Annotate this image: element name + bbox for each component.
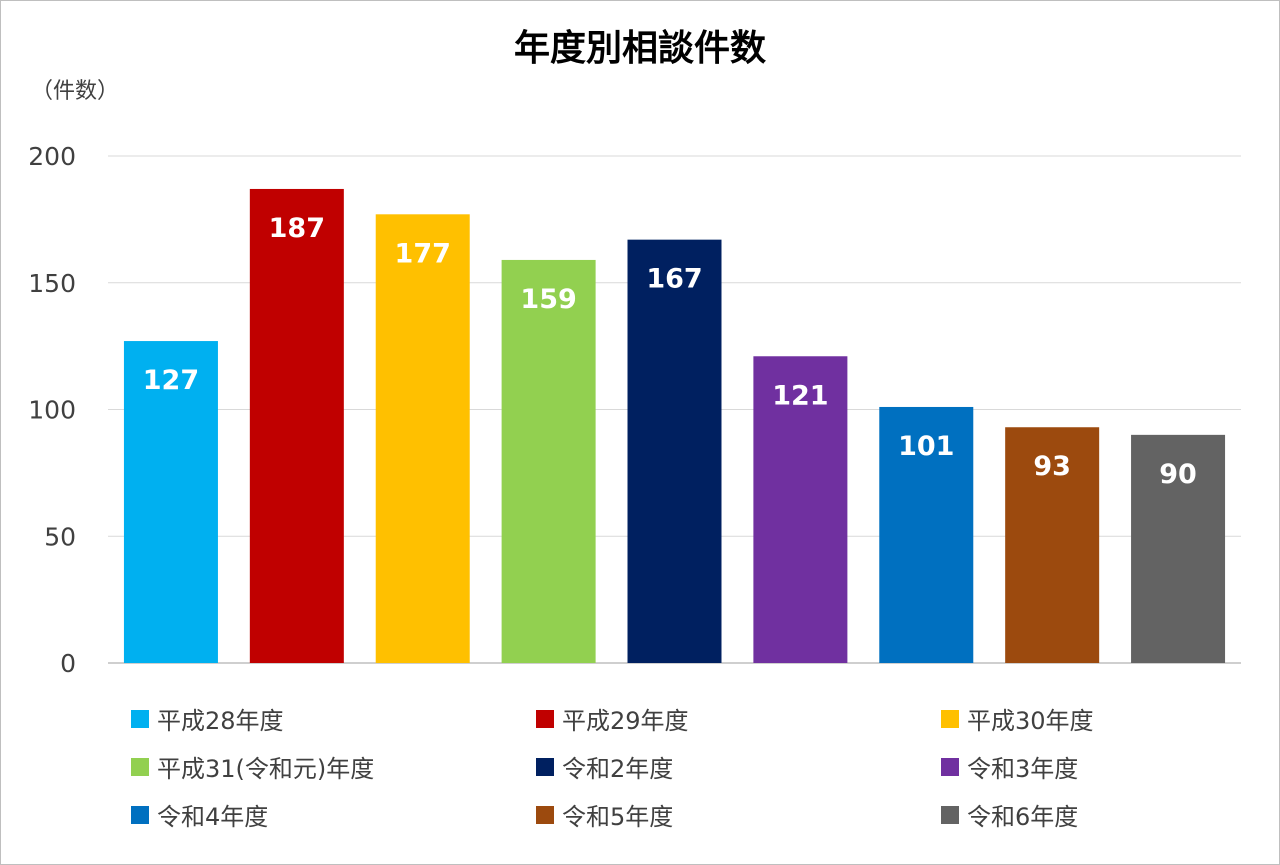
data-label: 187: [269, 213, 325, 244]
legend-item: 平成28年度: [131, 701, 284, 736]
y-tick-label: 100: [28, 396, 76, 425]
legend-swatch: [131, 709, 149, 728]
y-tick-label: 150: [28, 269, 76, 298]
legend-item: 平成31(令和元)年度: [131, 749, 374, 784]
y-tick-label: 50: [44, 522, 76, 551]
legend-label: 平成29年度: [562, 707, 689, 735]
legend-swatch: [131, 805, 149, 824]
legend-label: 平成31(令和元)年度: [157, 755, 375, 783]
legend-item: 令和6年度: [941, 797, 1078, 832]
bar: [501, 259, 596, 663]
legend-item: 平成29年度: [536, 701, 689, 736]
legend-swatch: [941, 709, 959, 728]
legend-item: 令和3年度: [941, 749, 1078, 784]
legend-item: 令和5年度: [536, 797, 673, 832]
y-tick-label: 200: [28, 142, 76, 171]
chart-title: 年度別相談件数: [513, 28, 766, 69]
data-label: 93: [1033, 451, 1071, 482]
data-label: 90: [1159, 459, 1197, 490]
y-tick-label: 0: [60, 649, 76, 678]
bar: [1131, 434, 1226, 663]
bar: [375, 214, 470, 663]
legend-label: 令和6年度: [967, 803, 1079, 831]
bar: [753, 356, 848, 663]
legend-swatch: [536, 709, 554, 728]
legend-item: 平成30年度: [941, 701, 1094, 736]
data-label: 101: [898, 431, 954, 462]
data-label: 127: [143, 365, 199, 396]
legend-swatch: [536, 805, 554, 824]
bar: [249, 188, 344, 663]
bar: [627, 239, 722, 663]
legend-swatch: [536, 757, 554, 776]
legend-label: 平成28年度: [157, 707, 284, 735]
legend-label: 令和3年度: [967, 755, 1079, 783]
legend-swatch: [131, 757, 149, 776]
data-label: 159: [520, 284, 576, 315]
bar: [123, 341, 218, 663]
legend-label: 令和2年度: [562, 755, 674, 783]
legend-swatch: [941, 805, 959, 824]
bar: [879, 406, 974, 663]
y-axis-label: （件数）: [31, 79, 120, 104]
legend-label: 令和4年度: [157, 803, 269, 831]
bar: [1005, 427, 1100, 663]
data-label: 167: [646, 264, 702, 295]
legend-item: 令和4年度: [131, 797, 268, 832]
data-label: 177: [395, 238, 451, 269]
data-label: 121: [772, 380, 828, 411]
legend-item: 令和2年度: [536, 749, 673, 784]
legend-label: 平成30年度: [967, 707, 1094, 735]
legend-swatch: [941, 757, 959, 776]
legend-label: 令和5年度: [562, 803, 674, 831]
